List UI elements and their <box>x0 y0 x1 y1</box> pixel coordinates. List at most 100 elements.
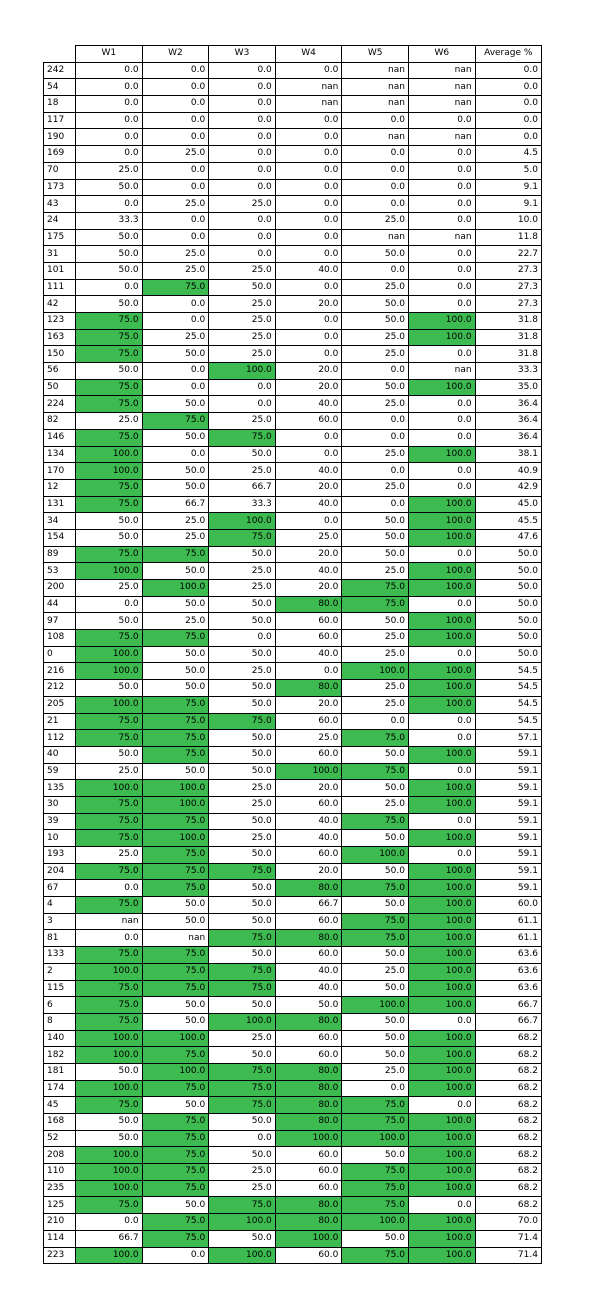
week-cell: 75.0 <box>141 1163 210 1181</box>
week-cell: 25.0 <box>341 645 409 664</box>
table-row: 110 100.0 75.0 25.0 60.0 75.0 100.0 68.2 <box>43 1163 542 1181</box>
week-cell: 0.0 <box>208 211 276 230</box>
header-row: W1 W2 W3 W4 W5 W6 Average % <box>43 45 542 63</box>
week-cell: 75.0 <box>75 428 143 447</box>
week-cell: 25.0 <box>341 962 409 981</box>
average-cell: 61.1 <box>474 912 542 931</box>
week-cell: 0.0 <box>341 261 409 280</box>
week-cell: 40.0 <box>274 562 343 580</box>
week-cell: 60.0 <box>274 745 343 764</box>
week-cell: 100.0 <box>274 1129 343 1148</box>
week-cell: 100.0 <box>407 612 476 631</box>
week-cell: 0.0 <box>208 145 276 163</box>
week-cell: 75.0 <box>141 278 210 297</box>
week-cell: 20.0 <box>274 695 343 714</box>
week-cell: 50.0 <box>208 1046 276 1064</box>
week-cell: 75.0 <box>208 929 276 948</box>
table-row: 53 100.0 50.0 25.0 40.0 25.0 100.0 50.0 <box>43 562 542 580</box>
row-index-cell: 3 <box>43 912 76 931</box>
average-cell: 50.0 <box>474 579 542 597</box>
average-cell: 27.3 <box>474 278 542 297</box>
week-cell: 0.0 <box>274 245 343 263</box>
week-cell: 75.0 <box>75 1196 143 1215</box>
average-cell: 68.2 <box>474 1179 542 1198</box>
average-cell: 0.0 <box>474 128 542 147</box>
table-row: 45 75.0 50.0 75.0 80.0 75.0 0.0 68.2 <box>43 1096 542 1114</box>
week-cell: 25.0 <box>341 679 409 697</box>
week-cell: 75.0 <box>75 629 143 647</box>
table-row: 70 25.0 0.0 0.0 0.0 0.0 0.0 5.0 <box>43 161 542 180</box>
week-cell: 50.0 <box>141 478 210 497</box>
week-cell: 50.0 <box>75 528 143 547</box>
week-cell: 0.0 <box>274 128 343 147</box>
week-cell: 75.0 <box>75 495 143 514</box>
week-cell: 50.0 <box>141 395 210 414</box>
average-cell: 45.5 <box>474 512 542 530</box>
row-index-cell: 12 <box>43 478 76 497</box>
week-cell: 0.0 <box>274 195 343 213</box>
week-cell: 100.0 <box>407 629 476 647</box>
average-cell: 0.0 <box>474 61 542 80</box>
week-cell: 0.0 <box>141 312 210 330</box>
week-cell: 25.0 <box>208 328 276 347</box>
row-index-cell: 135 <box>43 779 76 797</box>
week-cell: 75.0 <box>141 629 210 647</box>
week-cell: 0.0 <box>141 128 210 147</box>
table-body: 242 0.0 0.0 0.0 0.0 nan nan 0.0 54 0.0 0.0 0.0 nan na… <box>43 61 542 1265</box>
week-cell: 50.0 <box>75 679 143 697</box>
week-cell: 0.0 <box>274 328 343 347</box>
row-index-cell: 235 <box>43 1179 76 1198</box>
column-header: W5 <box>341 45 409 63</box>
week-cell: nan <box>407 95 476 113</box>
week-cell: 25.0 <box>208 462 276 480</box>
average-cell: 36.4 <box>474 412 542 430</box>
week-cell: 100.0 <box>407 929 476 948</box>
average-cell: 54.5 <box>474 712 542 731</box>
table-row: 111 0.0 75.0 50.0 0.0 25.0 0.0 27.3 <box>43 278 542 297</box>
table-row: 224 75.0 50.0 0.0 40.0 25.0 0.0 36.4 <box>43 395 542 414</box>
table-row: 12 75.0 50.0 66.7 20.0 25.0 0.0 42.9 <box>43 478 542 497</box>
week-cell: 50.0 <box>141 762 210 781</box>
week-cell: 0.0 <box>407 428 476 447</box>
week-cell: 25.0 <box>208 795 276 814</box>
row-index-cell: 21 <box>43 712 76 731</box>
week-cell: 0.0 <box>407 1196 476 1215</box>
week-cell: 0.0 <box>407 145 476 163</box>
week-cell: 75.0 <box>75 862 143 881</box>
week-cell: 75.0 <box>75 378 143 397</box>
week-cell: 50.0 <box>75 1129 143 1148</box>
week-cell: 0.0 <box>141 211 210 230</box>
week-cell: 0.0 <box>407 712 476 731</box>
average-cell: 68.2 <box>474 1079 542 1098</box>
table-row: 235 100.0 75.0 25.0 60.0 75.0 100.0 68.2 <box>43 1179 542 1198</box>
week-cell: 100.0 <box>208 1213 276 1231</box>
week-cell: 0.0 <box>208 78 276 97</box>
week-cell: 40.0 <box>274 812 343 831</box>
week-cell: 0.0 <box>407 211 476 230</box>
week-cell: 25.0 <box>208 562 276 580</box>
row-index-cell: 53 <box>43 562 76 580</box>
average-cell: 0.0 <box>474 95 542 113</box>
week-cell: 0.0 <box>341 195 409 213</box>
week-cell: 50.0 <box>208 729 276 747</box>
week-cell: nan <box>341 78 409 97</box>
table-row: 52 50.0 75.0 0.0 100.0 100.0 100.0 68.2 <box>43 1129 542 1148</box>
week-cell: 50.0 <box>208 996 276 1014</box>
week-cell: 0.0 <box>274 61 343 80</box>
week-cell: 75.0 <box>141 946 210 964</box>
week-cell: 75.0 <box>141 1146 210 1165</box>
week-cell: 75.0 <box>341 929 409 948</box>
week-cell: 0.0 <box>407 1096 476 1114</box>
week-cell: 100.0 <box>407 946 476 964</box>
week-cell: 100.0 <box>407 1029 476 1048</box>
week-cell: 75.0 <box>341 1179 409 1198</box>
average-cell: 0.0 <box>474 78 542 97</box>
week-cell: 25.0 <box>208 1029 276 1048</box>
table-row: 175 50.0 0.0 0.0 0.0 nan nan 11.8 <box>43 228 542 247</box>
week-cell: nan <box>407 362 476 380</box>
week-cell: 100.0 <box>208 362 276 380</box>
week-cell: 75.0 <box>75 946 143 964</box>
average-cell: 63.6 <box>474 946 542 964</box>
week-cell: 50.0 <box>75 178 143 197</box>
average-cell: 27.3 <box>474 295 542 313</box>
